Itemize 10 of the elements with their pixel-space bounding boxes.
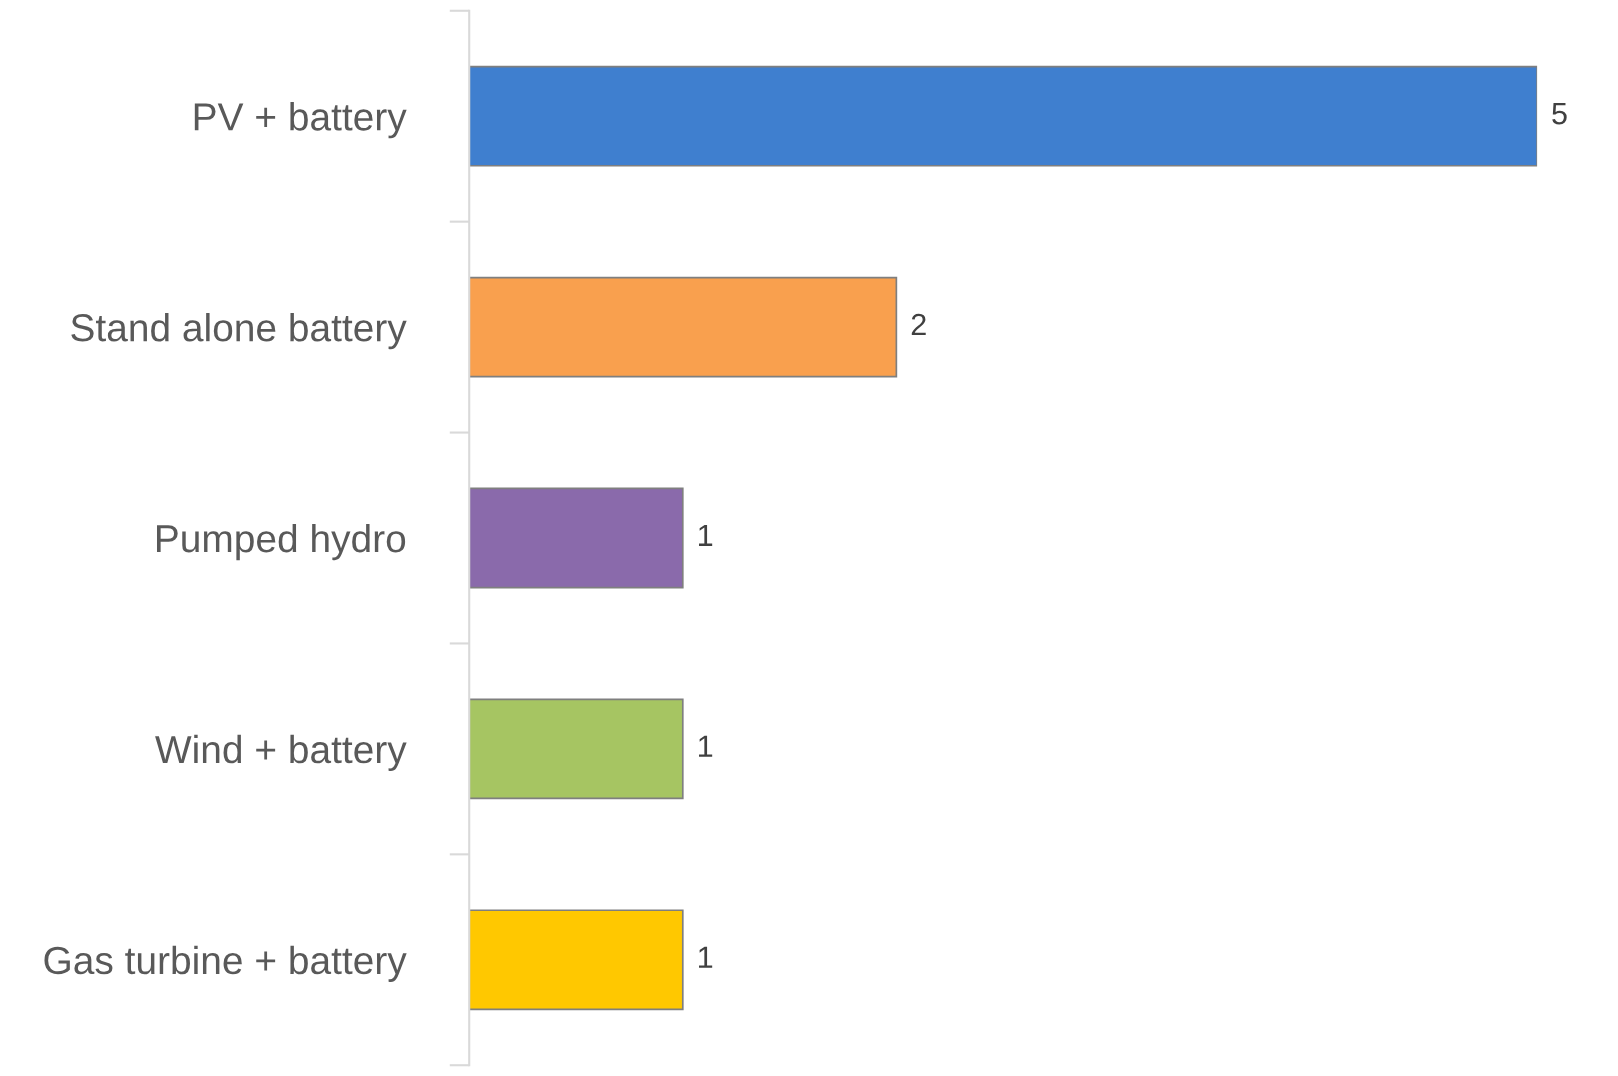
y-tick-label: Pumped hydro [157, 523, 406, 561]
y-tick-label: PV + battery [194, 102, 407, 139]
data-label: 1 [699, 735, 713, 757]
data-label: 1 [699, 524, 713, 546]
y-tick-label: Gas turbine + battery [44, 945, 407, 982]
data-label: 2 [911, 313, 926, 336]
data-label: 5 [1552, 103, 1567, 125]
data-label: 1 [699, 946, 713, 968]
y-tick-label: Stand alone battery [71, 313, 407, 350]
y-tick-label: Wind + battery [155, 734, 407, 772]
